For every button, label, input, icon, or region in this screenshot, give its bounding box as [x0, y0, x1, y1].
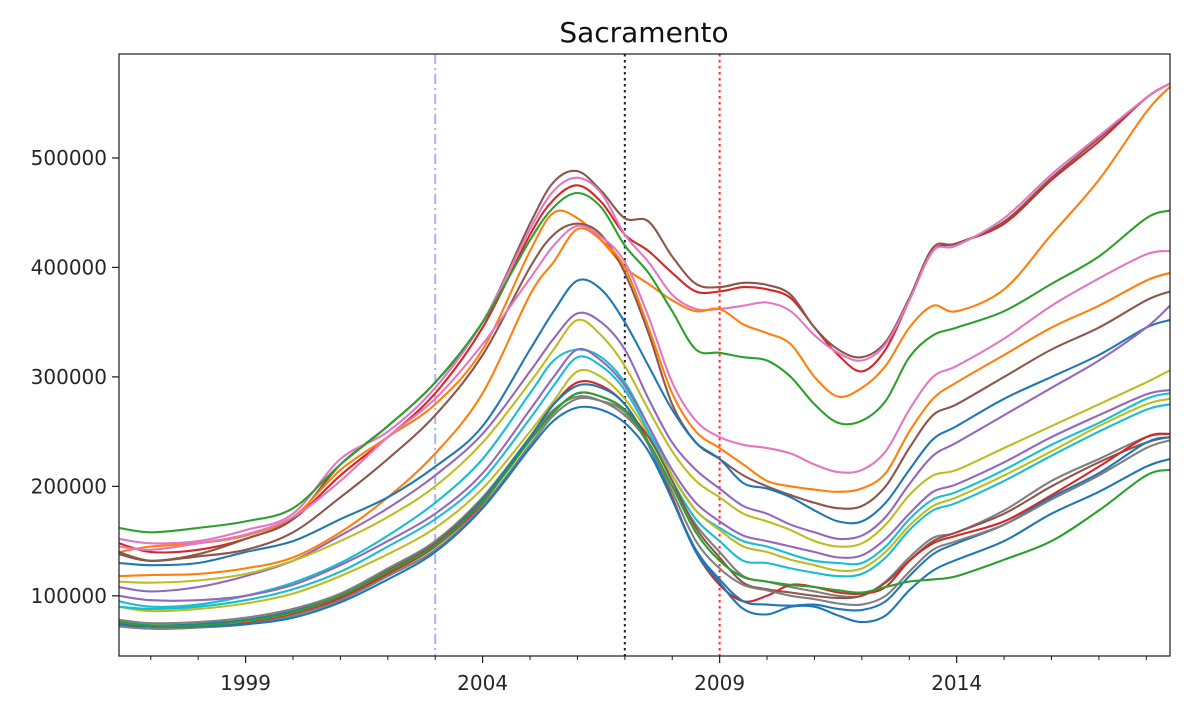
reference-lines: [434, 54, 721, 656]
y-tick-label-4: 500000: [31, 146, 107, 170]
series-line-4: [119, 191, 1170, 534]
x-tick-label-3: 2014: [931, 671, 982, 695]
y-tick-label-2: 300000: [31, 365, 107, 389]
series-line-2: [119, 82, 1170, 545]
x-tick-label-1: 2004: [457, 671, 508, 695]
series-line-7: [119, 224, 1170, 551]
series-line-20: [119, 405, 1170, 628]
x-tick-label-2: 2009: [694, 671, 745, 695]
y-tick-label-0: 100000: [31, 584, 107, 608]
y-tick-label-1: 200000: [31, 474, 107, 498]
series-line-8: [119, 278, 1170, 567]
chart-title: Sacramento: [559, 16, 728, 49]
y-tick-label-3: 400000: [31, 255, 107, 279]
x-tick-label-0: 1999: [220, 671, 271, 695]
series-line-12: [119, 347, 1170, 602]
series-line-6: [119, 227, 1170, 578]
series-line-3: [119, 85, 1170, 554]
series-line-9: [119, 304, 1170, 593]
plot-frame: [118, 53, 1171, 657]
series-line-14: [119, 355, 1170, 610]
series-line-19: [119, 396, 1170, 630]
axes: 100000 200000 300000 400000 500000 1999 2004 20…: [31, 53, 1171, 695]
series-line-13: [119, 368, 1170, 613]
series-group: [119, 82, 1170, 630]
series-line-10: [119, 318, 1170, 584]
series-line-21: [119, 391, 1170, 627]
